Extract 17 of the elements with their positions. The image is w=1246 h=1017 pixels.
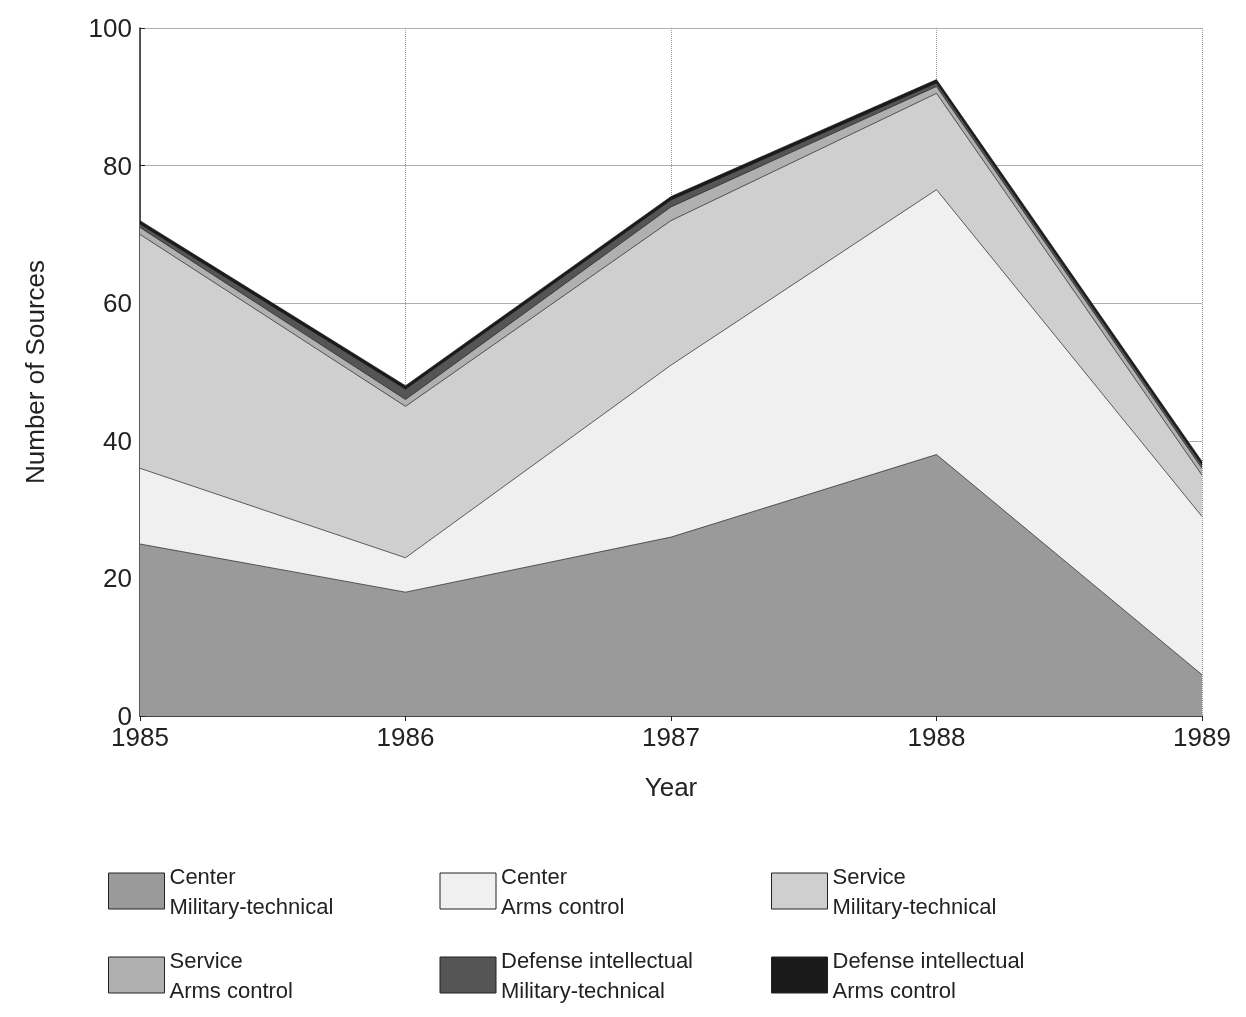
- x-axis-title: Year: [644, 772, 698, 802]
- legend-label: Defense intellectual Arms control: [832, 947, 1025, 1003]
- y-tick-label: 80: [103, 150, 132, 181]
- y-tick-label: 100: [88, 13, 132, 43]
- legend-label: Service Arms control: [169, 947, 293, 1003]
- legend-label: Center Military-technical: [169, 863, 334, 919]
- y-axis-title: Number of Sources: [20, 260, 50, 484]
- y-tick-label: 40: [103, 425, 132, 456]
- y-tick-label: 20: [103, 563, 132, 594]
- legend-label: Defense intellectual Military-technical: [501, 947, 694, 1003]
- x-tick-label: 1988: [907, 722, 966, 752]
- y-tick-label: 60: [103, 288, 132, 319]
- x-tick-label: 1987: [642, 722, 700, 752]
- x-tick-label: 1989: [1173, 722, 1231, 752]
- x-tick-label: 1986: [376, 722, 435, 752]
- legend-label: Service Military-technical: [832, 863, 997, 919]
- legend-label: Center Arms control: [501, 863, 625, 919]
